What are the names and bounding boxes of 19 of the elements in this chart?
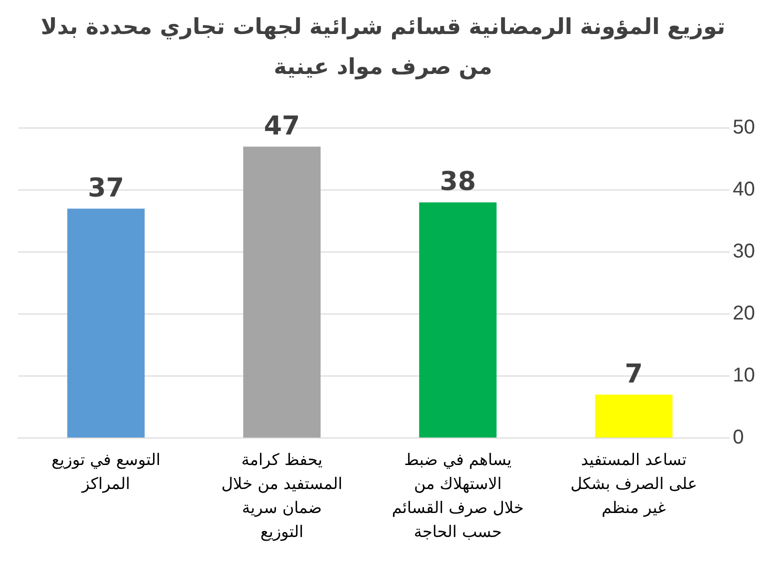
bar	[595, 394, 672, 438]
data-label: 37	[88, 173, 124, 204]
bar	[67, 208, 145, 438]
data-label: 7	[624, 359, 643, 390]
chart-title: توزيع المؤونة الرمضانية قسائم شرائية لجهات تجاري محددة بدلا من صرف مواد عينية	[40, 14, 726, 82]
bar	[243, 146, 321, 438]
x-tick-label: يحفظ كرامة المستفيد من خلال ضمان سرية التوزيع	[221, 450, 342, 542]
y-tick-label: 0	[732, 426, 744, 449]
y-tick-label: 10	[732, 364, 756, 387]
y-tick-label: 40	[732, 178, 756, 201]
y-tick-label: 50	[732, 116, 756, 139]
x-tick-label: التوسع في توزيع المراكز	[52, 450, 160, 494]
y-tick-label: 20	[732, 302, 756, 325]
data-label: 47	[264, 111, 300, 142]
bar	[419, 202, 497, 438]
x-tick-label: يساهم في ضبط الاستهلاك من خلال صرف القسائم حسب الحاجة	[392, 450, 524, 542]
y-tick-label: 30	[732, 240, 756, 263]
data-label: 38	[440, 167, 476, 198]
x-tick-label: تساعد المستفيد على الصرف بشكل غير منظم	[570, 450, 698, 518]
